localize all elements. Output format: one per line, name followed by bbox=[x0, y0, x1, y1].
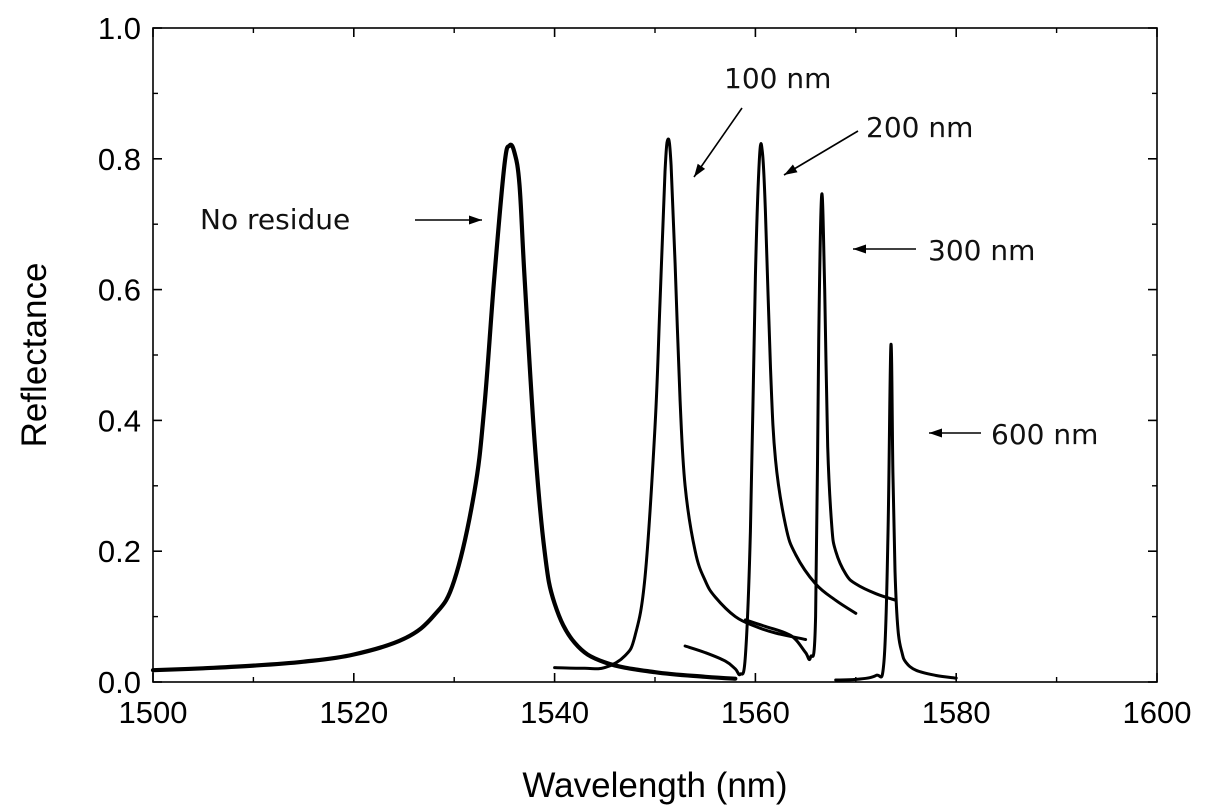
annotation-arrow-line-100-nm bbox=[693, 107, 743, 178]
annotations-group: No residue 100 nm 200 nm 300 nm 600 nm bbox=[200, 62, 1098, 451]
x-tick-label: 1540 bbox=[520, 695, 589, 730]
annotation-arrowhead-200-nm bbox=[784, 164, 798, 175]
annotation-arrowhead-100-nm bbox=[694, 163, 706, 177]
annotation-label-200-nm: 200 nm bbox=[866, 111, 973, 144]
series-line-200-nm bbox=[683, 142, 858, 677]
annotation-label-no-residue: No residue bbox=[200, 203, 350, 236]
axes bbox=[152, 27, 1158, 683]
series-line-100-nm bbox=[553, 137, 808, 671]
annotation-arrowhead-600-nm bbox=[929, 428, 942, 438]
annotation-label-300-nm: 300 nm bbox=[928, 234, 1035, 267]
x-axis-title: Wavelength (nm) bbox=[522, 766, 787, 805]
x-axis-ticks: 1500 1520 1540 1560 1580 1600 bbox=[119, 28, 1192, 730]
y-axis-title: Reflectance bbox=[15, 263, 54, 448]
x-tick-label: 1500 bbox=[119, 695, 188, 730]
plot-frame bbox=[152, 27, 1158, 683]
y-tick-label: 1.0 bbox=[98, 11, 141, 46]
series-line-no-residue bbox=[150, 142, 738, 681]
annotation-arrow-line-200-nm bbox=[783, 130, 859, 176]
y-tick-label: 0.2 bbox=[98, 534, 141, 569]
y-tick-label: 0.4 bbox=[98, 403, 141, 438]
annotation-arrowhead-300-nm bbox=[853, 244, 866, 254]
series-line-300-nm bbox=[743, 192, 898, 662]
y-tick-label: 0.0 bbox=[98, 665, 141, 700]
y-axis-ticks: 0.0 0.2 0.4 0.6 0.8 1.0 bbox=[98, 11, 1157, 700]
y-tick-label: 0.8 bbox=[98, 142, 141, 177]
x-tick-label: 1520 bbox=[319, 695, 388, 730]
annotation-arrowhead-no-residue bbox=[469, 215, 482, 225]
y-tick-label: 0.6 bbox=[98, 273, 141, 308]
annotation-label-100-nm: 100 nm bbox=[724, 62, 831, 95]
x-tick-label: 1560 bbox=[721, 695, 790, 730]
series-group bbox=[150, 137, 958, 682]
x-tick-label: 1580 bbox=[922, 695, 991, 730]
series-line-600-nm bbox=[834, 342, 958, 682]
annotation-label-600-nm: 600 nm bbox=[991, 418, 1098, 451]
x-tick-label: 1600 bbox=[1123, 695, 1192, 730]
